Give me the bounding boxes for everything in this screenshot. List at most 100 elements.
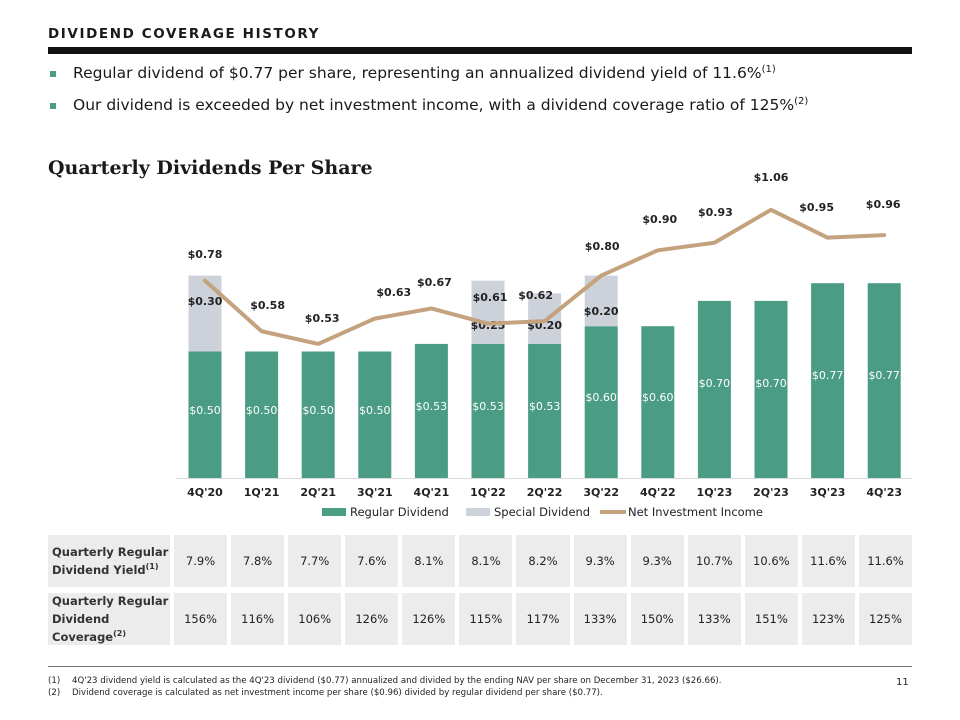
page-title: DIVIDEND COVERAGE HISTORY [48, 26, 321, 42]
table-cell: 8.1% [459, 535, 513, 587]
data-label-regular: $0.50 [302, 404, 334, 417]
bar-regular-dividend [697, 300, 731, 478]
legend-regular-dividend-swatch [322, 508, 346, 516]
bar-regular-dividend [867, 283, 901, 478]
table-cell: 151% [744, 593, 798, 645]
table-cell: 150% [630, 593, 684, 645]
data-label-regular: $0.70 [755, 377, 787, 390]
table-cell: 8.2% [516, 535, 570, 587]
table-cell: 7.8% [231, 535, 285, 587]
table-cell: 8.1% [402, 535, 456, 587]
legend-net-investment-income: Net Investment Income [628, 505, 763, 519]
table-cell: 10.7% [687, 535, 741, 587]
table-cell: 9.3% [630, 535, 684, 587]
data-label-regular: $0.77 [812, 369, 844, 382]
table-cell: 126% [345, 593, 399, 645]
footnote: (1) 4Q'23 dividend yield is calculated as… [48, 676, 722, 686]
data-label-special: $0.20 [584, 305, 619, 318]
table-cell: 7.9% [174, 535, 228, 587]
data-label-nii: $1.06 [754, 171, 789, 184]
data-label-regular: $0.50 [189, 404, 221, 417]
bullet-list: Regular dividend of $0.77 per share, rep… [50, 64, 910, 128]
table-cell: 125% [858, 593, 913, 645]
legend-special-dividend: Special Dividend [494, 505, 590, 519]
x-tick-label: 3Q'21 [357, 486, 393, 499]
bar-regular-dividend [754, 300, 788, 478]
chart-title: Quarterly Dividends Per Share [48, 157, 373, 179]
bar-regular-dividend [811, 283, 845, 478]
bar-regular-dividend [584, 326, 618, 478]
table-cell: 9.3% [573, 535, 627, 587]
legend-regular-dividend: Regular Dividend [350, 505, 449, 519]
data-label-regular: $0.53 [472, 400, 504, 413]
bullet-item: Regular dividend of $0.77 per share, rep… [50, 64, 910, 96]
bar-regular-dividend [414, 343, 448, 478]
table-row: Quarterly Regular Dividend Coverage(2) 1… [48, 593, 913, 645]
bullet-text: Regular dividend of $0.77 per share, rep… [73, 63, 776, 82]
data-label-nii: $0.53 [305, 312, 340, 325]
legend-special-dividend-swatch [466, 508, 490, 516]
table-cell: 115% [459, 593, 513, 645]
table-row: Quarterly Regular Dividend Yield(1) 7.9%… [48, 535, 913, 587]
data-label-nii: $0.93 [698, 206, 733, 219]
bullet-square-icon [50, 103, 56, 109]
data-label-nii: $0.61 [473, 291, 508, 304]
data-label-nii: $0.90 [642, 213, 677, 226]
table-cell: 106% [288, 593, 342, 645]
data-label-regular: $0.53 [416, 400, 448, 413]
bullet-item: Our dividend is exceeded by net investme… [50, 96, 910, 128]
x-tick-label: 4Q'21 [414, 486, 450, 499]
bullet-text: Our dividend is exceeded by net investme… [73, 95, 809, 114]
x-tick-label: 4Q'22 [640, 486, 676, 499]
bar-regular-dividend [358, 351, 392, 478]
data-label-regular: $0.70 [699, 377, 731, 390]
x-tick-label: 2Q'23 [753, 486, 789, 499]
data-label-regular: $0.60 [642, 391, 674, 404]
x-tick-label: 1Q'21 [244, 486, 280, 499]
data-label-nii: $0.67 [417, 276, 452, 289]
bar-regular-dividend [471, 343, 505, 478]
nii-line [203, 207, 887, 346]
table-cell: 133% [573, 593, 627, 645]
data-label-nii: $0.58 [250, 299, 285, 312]
table-cell: 7.6% [345, 535, 399, 587]
data-label-regular: $0.53 [529, 400, 561, 413]
table-cell: 123% [801, 593, 855, 645]
data-label-nii: $0.78 [188, 248, 223, 261]
x-tick-label: 4Q'20 [187, 486, 223, 499]
data-label-regular: $0.50 [246, 404, 278, 417]
table-cell: 156% [174, 593, 228, 645]
footnotes: (1) 4Q'23 dividend yield is calculated as… [48, 675, 868, 699]
table-cell: 7.7% [288, 535, 342, 587]
data-label-nii: $0.62 [518, 289, 553, 302]
bar-regular-dividend [641, 326, 675, 478]
bar-regular-dividend [301, 351, 335, 478]
page-number: 11 [896, 677, 909, 688]
data-label-regular: $0.77 [868, 369, 900, 382]
data-label-regular: $0.60 [585, 391, 617, 404]
footnote: (2) Dividend coverage is calculated as ne… [48, 688, 603, 698]
row-label: Quarterly Regular Dividend Coverage(2) [48, 593, 170, 645]
table-cell: 116% [231, 593, 285, 645]
x-tick-label: 3Q'22 [583, 486, 619, 499]
stats-table: Quarterly Regular Dividend Yield(1) 7.9%… [48, 535, 913, 651]
x-tick-label: 1Q'22 [470, 486, 506, 499]
title-rule [48, 47, 912, 54]
data-label-special: $0.30 [188, 295, 223, 308]
table-cell: 117% [516, 593, 570, 645]
data-label-regular: $0.50 [359, 404, 391, 417]
bar-regular-dividend [245, 351, 279, 478]
table-cell: 10.6% [744, 535, 798, 587]
bar-regular-dividend [528, 343, 562, 478]
data-label-nii: $0.95 [799, 201, 834, 214]
table-cell: 126% [402, 593, 456, 645]
bar-special-dividend [188, 275, 222, 352]
dividend-chart: $0.50 $0.50 $0.50 $0.50 $0.53 $0.53 $0.53 $0.60… [176, 171, 912, 519]
data-label-nii: $0.63 [376, 286, 411, 299]
bar-regular-dividend [188, 351, 222, 478]
data-label-nii: $0.80 [585, 240, 620, 253]
x-tick-label: 1Q'23 [697, 486, 733, 499]
x-tick-label: 4Q'23 [866, 486, 902, 499]
bullet-square-icon [50, 71, 56, 77]
bar-special-dividend [471, 280, 505, 344]
